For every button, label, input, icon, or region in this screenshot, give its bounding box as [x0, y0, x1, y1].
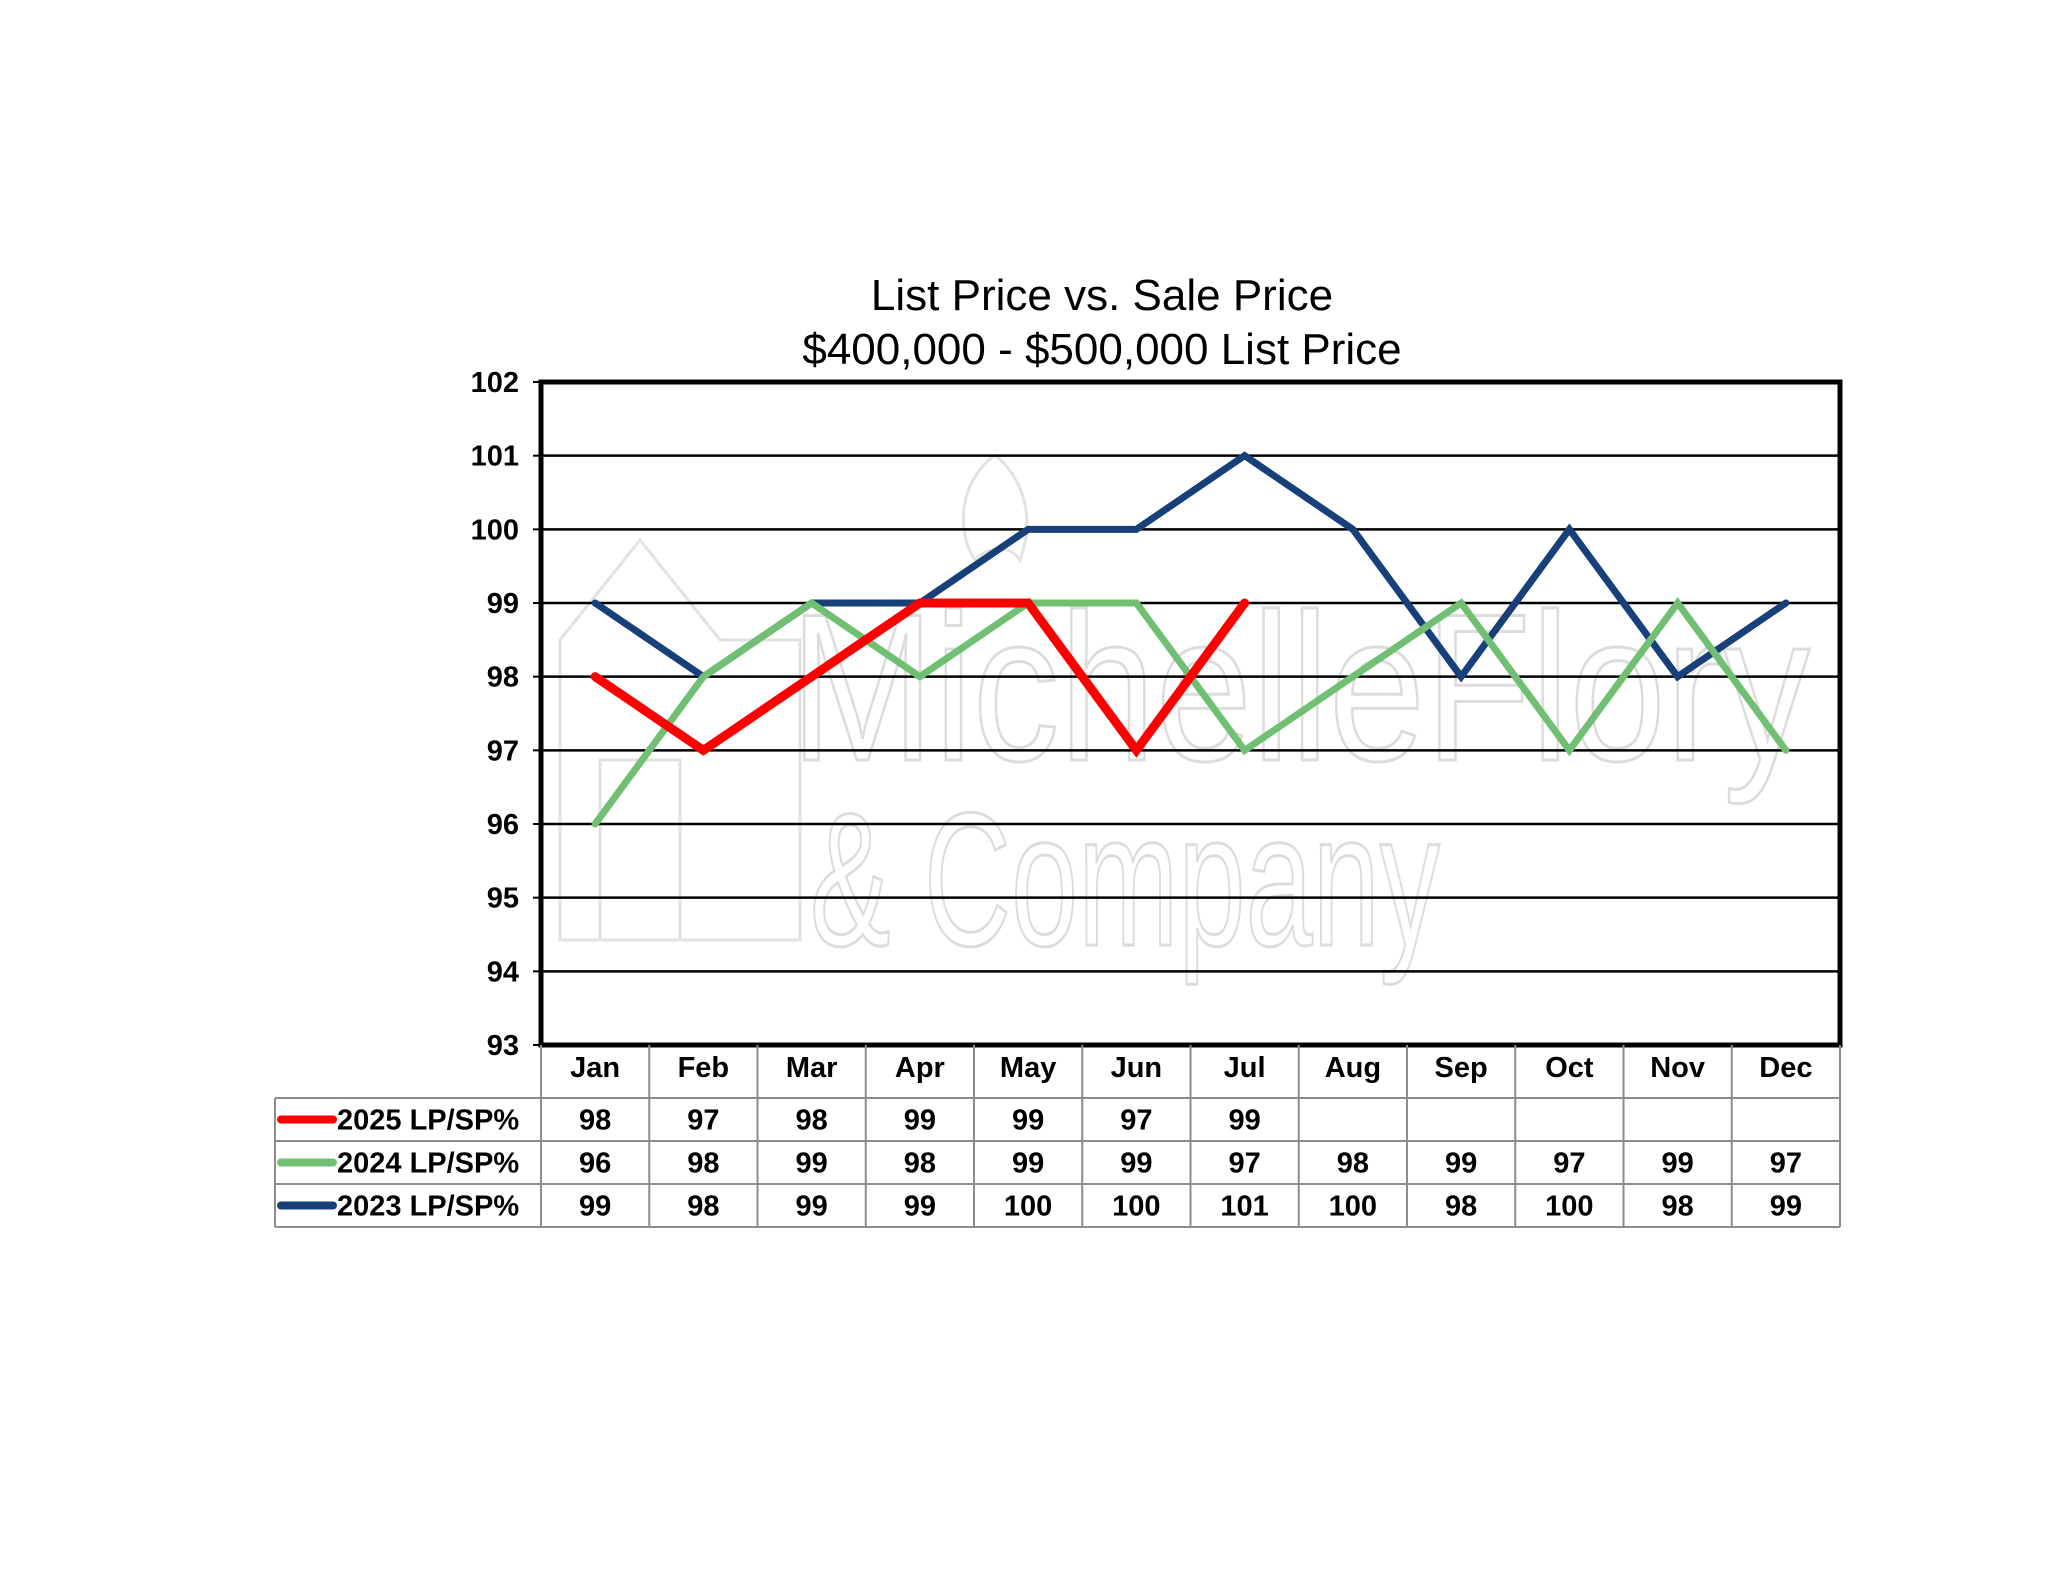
data-label: 97 — [1120, 1105, 1152, 1137]
x-tick-label: Mar — [786, 1052, 838, 1084]
y-tick-label: 93 — [487, 1030, 519, 1062]
x-tick-label: Nov — [1650, 1052, 1705, 1084]
x-tick-label: Feb — [678, 1052, 730, 1084]
legend-label: 2025 LP/SP% — [337, 1105, 519, 1137]
data-label: 101 — [1220, 1191, 1268, 1223]
y-tick-label: 98 — [487, 662, 519, 694]
y-tick-label: 95 — [487, 883, 519, 915]
x-tick-label: Apr — [895, 1052, 945, 1084]
x-tick-label: Oct — [1545, 1052, 1594, 1084]
data-label: 99 — [1120, 1148, 1152, 1180]
data-label: 100 — [1004, 1191, 1052, 1223]
watermark-tree-icon — [961, 453, 1029, 564]
y-tick-label: 97 — [487, 735, 519, 767]
y-tick-label: 94 — [487, 956, 519, 988]
data-label: 98 — [1445, 1191, 1477, 1223]
data-label: 98 — [904, 1148, 936, 1180]
data-label: 99 — [1445, 1148, 1477, 1180]
x-tick-label: Jan — [570, 1052, 620, 1084]
x-tick-label: Sep — [1435, 1052, 1488, 1084]
y-tick-label: 102 — [471, 367, 519, 399]
data-label: 99 — [1012, 1105, 1044, 1137]
x-tick-label: Jul — [1224, 1052, 1266, 1084]
series-line — [590, 598, 1250, 758]
data-label: 99 — [579, 1191, 611, 1223]
data-label: 97 — [1553, 1148, 1585, 1180]
data-label: 98 — [687, 1191, 719, 1223]
y-axis: 102 101 100 99 98 97 96 95 94 93 — [471, 367, 519, 1062]
watermark-line2: & Company — [810, 774, 1440, 986]
data-label: 99 — [795, 1148, 827, 1180]
x-tick-label: Aug — [1325, 1052, 1381, 1084]
data-label: 97 — [1228, 1148, 1260, 1180]
y-tick-label: 101 — [471, 441, 519, 473]
data-label: 98 — [579, 1105, 611, 1137]
x-tick-label: Jun — [1111, 1052, 1163, 1084]
data-label: 100 — [1545, 1191, 1593, 1223]
watermark-line1: MichelleFlory — [790, 570, 1810, 805]
legend-label: 2023 LP/SP% — [337, 1191, 519, 1223]
y-tick-label: 96 — [487, 809, 519, 841]
watermark-logo: MichelleFlory & Company — [558, 453, 1812, 988]
data-label: 99 — [1661, 1148, 1693, 1180]
data-label: 97 — [687, 1105, 719, 1137]
legend-label: 2024 LP/SP% — [337, 1148, 519, 1180]
y-tick-label: 100 — [471, 514, 519, 546]
chart-subtitle: $400,000 - $500,000 List Price — [802, 325, 1401, 374]
data-label: 99 — [795, 1191, 827, 1223]
data-label: 99 — [904, 1105, 936, 1137]
data-label: 99 — [904, 1191, 936, 1223]
data-label: 99 — [1012, 1148, 1044, 1180]
data-label: 98 — [1661, 1191, 1693, 1223]
data-label: 97 — [1770, 1148, 1802, 1180]
data-label: 100 — [1112, 1191, 1160, 1223]
data-label: 98 — [795, 1105, 827, 1137]
data-label: 98 — [687, 1148, 719, 1180]
chart-title: List Price vs. Sale Price — [871, 271, 1333, 320]
data-label: 100 — [1329, 1191, 1377, 1223]
data-label: 98 — [1337, 1148, 1369, 1180]
data-table: Jan Feb Mar Apr May Jun Jul Aug Sep Oct Nov Dec 2025… — [274, 1045, 1841, 1228]
series-lines — [590, 451, 1790, 828]
data-label: 99 — [1228, 1105, 1260, 1137]
data-label: 99 — [1770, 1191, 1802, 1223]
data-label: 96 — [579, 1148, 611, 1180]
y-tick-label: 99 — [487, 588, 519, 620]
x-tick-label: May — [1000, 1052, 1056, 1084]
x-tick-label: Dec — [1759, 1052, 1812, 1084]
